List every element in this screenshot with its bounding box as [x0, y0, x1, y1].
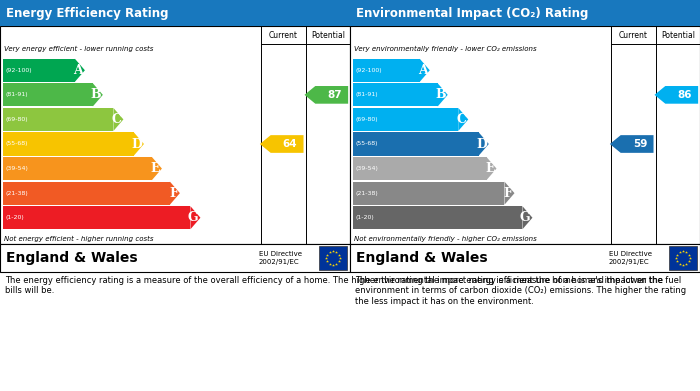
Polygon shape [170, 181, 180, 204]
Text: (39-54): (39-54) [356, 166, 379, 171]
Text: 86: 86 [678, 90, 692, 100]
Text: (55-68): (55-68) [6, 142, 29, 147]
Text: (39-54): (39-54) [6, 166, 29, 171]
Text: B: B [90, 88, 101, 101]
Bar [0, 26, 350, 244]
Text: EU Directive
2002/91/EC: EU Directive 2002/91/EC [259, 251, 302, 265]
Bar [0, 244, 350, 272]
Polygon shape [522, 206, 533, 229]
Polygon shape [610, 135, 654, 153]
Bar [353, 206, 522, 229]
Bar [353, 157, 486, 180]
Text: EU Directive
2002/91/EC: EU Directive 2002/91/EC [609, 251, 652, 265]
Bar [353, 108, 458, 131]
Polygon shape [134, 133, 144, 156]
Text: Current: Current [619, 30, 648, 39]
Text: G: G [520, 211, 531, 224]
Text: The energy efficiency rating is a measure of the overall efficiency of a home. T: The energy efficiency rating is a measur… [5, 276, 681, 295]
Bar [3, 83, 93, 106]
Bar [669, 246, 697, 270]
Text: England & Wales: England & Wales [356, 251, 488, 265]
Text: (69-80): (69-80) [356, 117, 379, 122]
Text: C: C [111, 113, 121, 126]
Text: Potential: Potential [661, 30, 695, 39]
Text: Not environmentally friendly - higher CO₂ emissions: Not environmentally friendly - higher CO… [354, 236, 537, 242]
Text: A: A [73, 64, 83, 77]
Text: Environmental Impact (CO₂) Rating: Environmental Impact (CO₂) Rating [356, 7, 589, 20]
Bar [3, 206, 190, 229]
Bar [353, 59, 420, 82]
Polygon shape [113, 108, 123, 131]
Polygon shape [486, 157, 496, 180]
Text: A: A [418, 64, 428, 77]
Text: (81-91): (81-91) [6, 92, 29, 97]
Polygon shape [75, 59, 85, 82]
Text: D: D [476, 138, 486, 151]
Bar [350, 244, 700, 272]
Text: 64: 64 [283, 139, 298, 149]
Text: (1-20): (1-20) [6, 215, 25, 220]
Polygon shape [479, 133, 489, 156]
Text: E: E [485, 162, 494, 175]
Text: (21-38): (21-38) [6, 191, 29, 196]
Bar [350, 26, 700, 244]
Bar [3, 108, 113, 131]
Text: (81-91): (81-91) [356, 92, 379, 97]
Polygon shape [190, 206, 200, 229]
Polygon shape [438, 83, 448, 106]
Bar [3, 133, 134, 156]
Polygon shape [260, 135, 304, 153]
Polygon shape [458, 108, 468, 131]
Bar [350, 0, 700, 26]
Text: Current: Current [269, 30, 298, 39]
Polygon shape [152, 157, 162, 180]
Text: Very energy efficient - lower running costs: Very energy efficient - lower running co… [4, 46, 153, 52]
Text: E: E [150, 162, 160, 175]
Text: Potential: Potential [311, 30, 345, 39]
Bar [353, 133, 479, 156]
Bar [3, 157, 152, 180]
Polygon shape [505, 181, 514, 204]
Text: (21-38): (21-38) [356, 191, 379, 196]
Polygon shape [420, 59, 430, 82]
Bar [353, 181, 505, 204]
Text: Very environmentally friendly - lower CO₂ emissions: Very environmentally friendly - lower CO… [354, 46, 537, 52]
Bar [353, 83, 438, 106]
Text: Not energy efficient - higher running costs: Not energy efficient - higher running co… [4, 236, 153, 242]
Text: G: G [188, 211, 198, 224]
Bar [319, 246, 347, 270]
Text: England & Wales: England & Wales [6, 251, 138, 265]
Text: B: B [435, 88, 446, 101]
Text: D: D [131, 138, 142, 151]
Text: (69-80): (69-80) [6, 117, 29, 122]
Text: Energy Efficiency Rating: Energy Efficiency Rating [6, 7, 169, 20]
Bar [0, 0, 350, 26]
Polygon shape [654, 86, 698, 104]
Text: (1-20): (1-20) [356, 215, 374, 220]
Text: F: F [169, 187, 178, 200]
Bar [3, 181, 170, 204]
Text: 87: 87 [328, 90, 342, 100]
Bar [3, 59, 75, 82]
Text: (92-100): (92-100) [6, 68, 33, 73]
Polygon shape [304, 86, 348, 104]
Text: (55-68): (55-68) [356, 142, 379, 147]
Text: 59: 59 [633, 139, 648, 149]
Text: C: C [456, 113, 466, 126]
Text: F: F [503, 187, 512, 200]
Text: The environmental impact rating is a measure of a home's impact on the environme: The environmental impact rating is a mea… [355, 276, 686, 306]
Text: (92-100): (92-100) [356, 68, 383, 73]
Polygon shape [93, 83, 103, 106]
